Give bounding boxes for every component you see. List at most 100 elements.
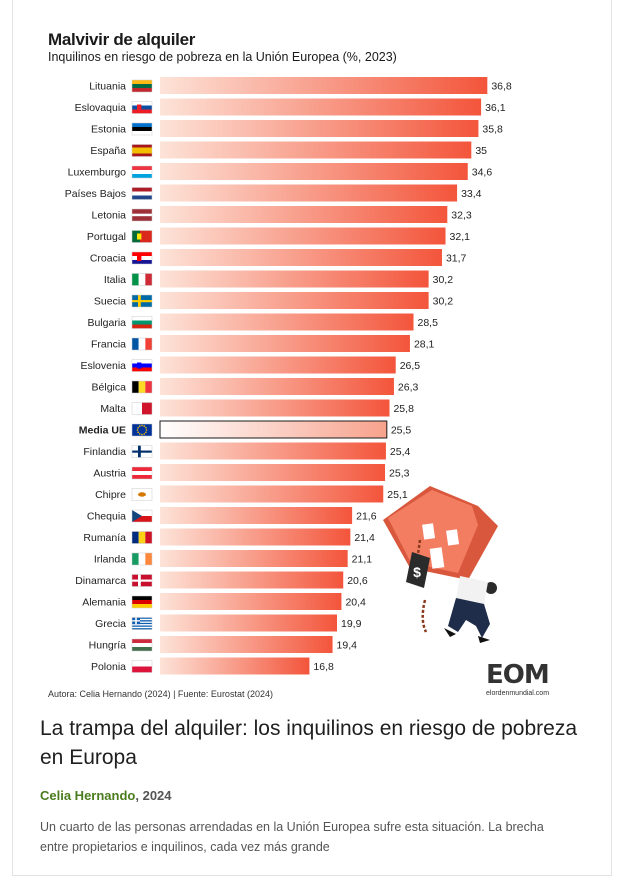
category-label: Eslovenia: [80, 360, 126, 372]
flag-stripe: [132, 109, 152, 114]
category-label: España: [90, 145, 126, 157]
flag-stripe: [145, 338, 152, 350]
value-label: 25,4: [390, 446, 411, 458]
flag-stripe: [132, 621, 152, 623]
bar: [160, 485, 384, 503]
flag-field: [132, 424, 152, 436]
value-label: 33,4: [461, 188, 482, 200]
flag-stripe: [132, 363, 152, 368]
bar: [160, 120, 479, 137]
flag-star: [138, 425, 141, 427]
category-label: Italia: [104, 274, 126, 286]
flag-stripe: [132, 101, 152, 106]
category-label: Chequia: [87, 511, 126, 523]
eom-logo: EOM elordenmundial.com: [486, 661, 566, 701]
category-label: Suecia: [94, 296, 126, 308]
category-label: Bélgica: [92, 382, 127, 394]
flag-stripe: [132, 147, 152, 154]
flag-cross: [132, 300, 152, 303]
category-label: Rumanía: [83, 532, 126, 544]
flag-border: [131, 273, 153, 286]
category-label: Finlandia: [83, 446, 126, 458]
flag-stripe: [132, 256, 152, 260]
flag-stripe: [132, 367, 152, 372]
bar-chart: Lituania 36,8 Eslovaquia 36,1 Estonia 35,8 Esp…: [65, 77, 512, 675]
flag-star: [138, 433, 141, 435]
value-label: 25,1: [387, 489, 408, 501]
category-label: Malta: [100, 403, 126, 415]
flag-border: [131, 402, 153, 415]
chart-row: Rumanía 21,4: [83, 528, 375, 546]
category-label: Media UE: [79, 425, 126, 437]
country-flag-icon: [131, 122, 153, 136]
flag-stripe: [132, 643, 152, 647]
country-flag-icon: [131, 273, 153, 286]
bar: [160, 184, 458, 202]
flag-stripe: [132, 381, 139, 393]
flag-stripe: [132, 316, 152, 321]
flag-border: [131, 574, 153, 587]
flag-border: [131, 552, 153, 566]
bar: [160, 378, 394, 395]
source-credit: Autora: Celia Hernando (2024) | Fuente: …: [48, 689, 273, 699]
country-flag-icon: [131, 552, 153, 566]
chart-row: Austria 25,3: [93, 464, 410, 481]
category-label: Bulgaria: [87, 317, 126, 329]
flag-stripe: [132, 209, 152, 214]
bar: [160, 442, 386, 460]
bar: [160, 292, 429, 309]
value-label: 28,5: [418, 317, 439, 329]
country-flag-icon: [131, 574, 153, 587]
bar: [160, 614, 338, 632]
bar: [160, 636, 333, 653]
house-door: [429, 547, 445, 569]
article-title[interactable]: La trampa del alquiler: los inquilinos e…: [40, 717, 577, 769]
value-label: 20,6: [347, 575, 368, 587]
flag-star: [143, 433, 146, 435]
bar: [160, 313, 414, 331]
flag-stripe: [132, 617, 152, 619]
chart-row: Malta 25,8: [100, 399, 414, 417]
chart-row: Luxemburgo 34,6: [68, 163, 492, 180]
country-flag-icon: [131, 337, 153, 351]
flag-stripe: [132, 622, 152, 625]
flag-stripe: [132, 647, 152, 651]
country-flag-icon: [131, 595, 153, 609]
chart-row: Alemania 20,4: [82, 593, 366, 610]
flag-stripe: [132, 475, 152, 479]
flag-star: [141, 424, 143, 427]
category-label: Alemania: [82, 597, 126, 609]
flag-cross: [132, 450, 152, 453]
chart-title: Malvivir de alquiler: [48, 30, 196, 49]
flag-stripe: [132, 625, 152, 627]
flag-stripe: [132, 471, 152, 475]
chart-row: Irlanda 21,1: [94, 550, 372, 567]
flag-star: [141, 433, 143, 436]
flag-stripe: [132, 516, 152, 522]
value-label: 30,2: [433, 296, 454, 308]
author-link[interactable]: Celia Hernando: [40, 788, 136, 803]
chart-row: Suecia 30,2: [94, 292, 453, 309]
chart-row: Hungría 19,4: [89, 636, 357, 653]
flag-stripe: [132, 324, 152, 329]
flag-border: [131, 423, 153, 437]
flag-border: [131, 359, 153, 372]
country-flag-icon: [131, 208, 153, 222]
country-flag-icon: [131, 638, 153, 652]
flag-stripe: [132, 273, 139, 286]
country-flag-icon: [131, 251, 153, 265]
country-flag-icon: [131, 187, 153, 200]
value-label: 25,3: [389, 468, 410, 480]
flag-stripe: [132, 131, 152, 135]
flag-stripe: [142, 402, 152, 415]
value-label: 36,1: [485, 102, 506, 114]
category-label: Polonia: [91, 661, 126, 673]
person-head: [485, 582, 497, 594]
value-label: 25,8: [393, 403, 414, 415]
flag-border: [131, 445, 153, 458]
flag-stripe: [132, 144, 152, 148]
bar: [160, 464, 386, 481]
flag-border: [131, 617, 153, 630]
value-label: 31,7: [446, 253, 467, 265]
flag-stripe: [132, 624, 152, 626]
